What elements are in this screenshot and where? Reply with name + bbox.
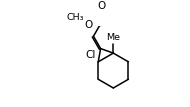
Text: Me: Me bbox=[106, 33, 120, 42]
Text: Cl: Cl bbox=[86, 51, 96, 60]
Text: O: O bbox=[84, 20, 92, 30]
Text: O: O bbox=[97, 1, 106, 11]
Text: CH₃: CH₃ bbox=[67, 13, 84, 22]
